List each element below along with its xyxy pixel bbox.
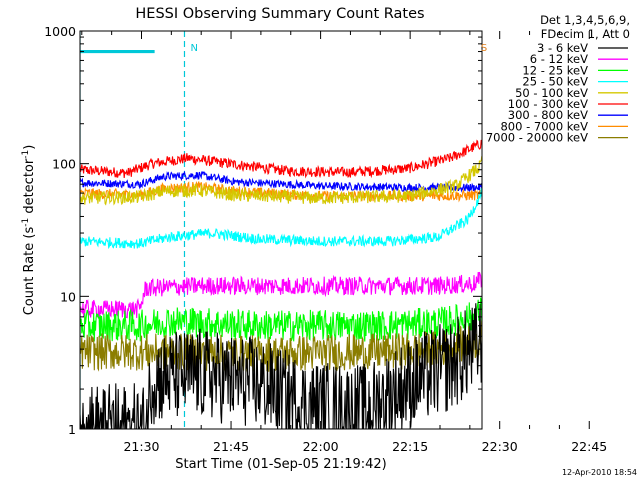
series-line-3-6-kev: [80, 303, 482, 429]
series-line-6-12-kev: [80, 271, 482, 319]
legend: Det 1,3,4,5,6,9, FDecim 1, Att 0 3 - 6 k…: [486, 13, 630, 145]
chart-title: HESSI Observing Summary Count Rates: [135, 6, 424, 22]
y-tick-label: 100: [52, 157, 76, 172]
x-tick-label: 22:00: [303, 439, 339, 454]
y-tick-label: 1000: [44, 24, 76, 39]
series-line-12-25-kev: [80, 297, 482, 343]
annotation-s: S: [481, 43, 487, 54]
legend-header-line-2: FDecim 1, Att 0: [541, 27, 630, 41]
legend-entry-label: 12 - 25 keV: [522, 63, 588, 77]
y-axis-label: Count Rate (s-1 detector-1): [21, 145, 37, 316]
legend-entry-label: 300 - 800 keV: [508, 108, 588, 122]
x-tick-label: 22:45: [571, 439, 607, 454]
series-line-25-50-kev: [80, 186, 482, 250]
annotation-n: N: [190, 43, 197, 54]
x-tick-label: 22:30: [482, 439, 518, 454]
x-tick-label: 22:15: [392, 439, 428, 454]
footer-date: 12-Apr-2010 18:54: [562, 468, 637, 477]
legend-entry-label: 3 - 6 keV: [537, 41, 588, 55]
series-line-300-800-kev: [80, 170, 482, 194]
x-axis-label: Start Time (01-Sep-05 21:19:42): [175, 457, 386, 472]
legend-entry-label: 50 - 100 keV: [515, 86, 588, 100]
x-tick-label: 21:30: [123, 439, 159, 454]
plot-frame: [79, 30, 483, 430]
legend-entry-label: 800 - 7000 keV: [500, 119, 588, 133]
x-tick-label: 21:45: [213, 439, 249, 454]
legend-header-line-1: Det 1,3,4,5,6,9,: [540, 13, 630, 27]
legend-entry-label: 7000 - 20000 keV: [486, 131, 588, 145]
series-line-50-100-kev: [80, 156, 482, 206]
y-tick-label: 10: [60, 289, 76, 304]
legend-entry-label: 6 - 12 keV: [530, 52, 588, 66]
series-line-100-300-kev: [80, 139, 482, 179]
legend-entry-label: 25 - 50 keV: [522, 75, 588, 89]
y-tick-label: 1: [68, 422, 76, 437]
legend-entry-label: 100 - 300 keV: [508, 97, 588, 111]
